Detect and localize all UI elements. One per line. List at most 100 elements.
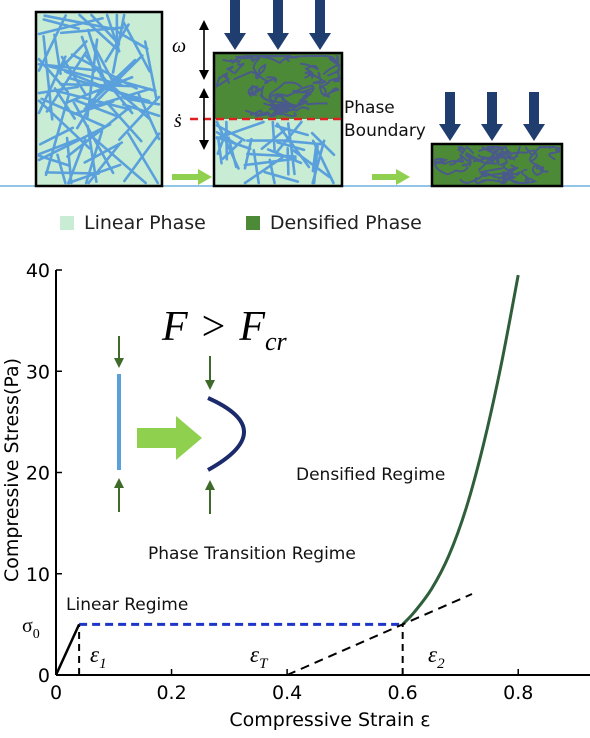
- densified-box-outline: [430, 142, 564, 188]
- force-arrows-straight: [114, 336, 124, 512]
- dense-fiber: [248, 84, 280, 111]
- legend-item-linear: Linear Phase: [60, 212, 206, 234]
- dense-fiber: [478, 146, 503, 154]
- dense-fiber: [548, 146, 560, 161]
- sdot-dimension: [199, 88, 209, 150]
- dense-fiber: [524, 145, 556, 158]
- legend-item-densified: Densified Phase: [245, 212, 422, 234]
- densified-regime-label: Densified Regime: [296, 465, 445, 485]
- dense-fiber: [306, 71, 328, 85]
- fiber: [268, 158, 276, 185]
- dense-fiber: [292, 84, 328, 106]
- phase-boundary-label-line1: Phase: [344, 98, 395, 118]
- dense-fiber: [268, 93, 285, 117]
- down-arrow-icon: [205, 380, 215, 390]
- fiber: [53, 87, 77, 120]
- dense-fiber: [481, 146, 511, 172]
- omega-label: ω: [172, 35, 186, 57]
- x-tick-label: 0: [50, 682, 62, 704]
- x-tick-label: 0.4: [272, 682, 302, 704]
- epsilonT-subscript: T: [259, 656, 269, 672]
- sigma0-label: σ0: [22, 615, 40, 642]
- dense-fiber: [529, 152, 549, 177]
- epsilonT-label: εT: [250, 642, 269, 672]
- dense-fiber: [251, 55, 292, 63]
- fiber: [217, 139, 223, 165]
- fiber: [127, 132, 160, 185]
- fiber: [83, 87, 152, 110]
- y-tick-label: 40: [26, 260, 50, 282]
- fiber: [87, 142, 122, 185]
- fiber: [37, 99, 91, 150]
- mixed-box-outline: [212, 51, 344, 188]
- epsilon2-label: ε2: [428, 642, 445, 672]
- series-group: [54, 274, 520, 676]
- y-tick-label: 20: [26, 463, 50, 485]
- fiber: [118, 95, 161, 141]
- dense-fiber: [270, 99, 309, 117]
- fiber: [221, 139, 243, 160]
- fiber: [311, 139, 326, 185]
- fiber: [56, 153, 67, 185]
- fiber: [74, 99, 122, 119]
- down-arrow-icon: [523, 92, 545, 141]
- fiber: [37, 154, 71, 167]
- down-arrow-icon: [481, 92, 503, 141]
- down-arrow-icon: [267, 0, 289, 50]
- epsilon2-symbol: ε: [428, 642, 438, 667]
- dense-fiber: [319, 69, 342, 88]
- mixed-fibers: [215, 120, 336, 185]
- legend: Linear Phase Densified Phase: [60, 210, 462, 236]
- omega-dimension: [199, 20, 209, 80]
- fiber: [110, 77, 157, 93]
- fiber: [104, 23, 130, 63]
- fiber: [122, 21, 151, 73]
- fiber: [43, 14, 117, 31]
- dense-fiber: [472, 149, 516, 167]
- fiber: [283, 139, 325, 146]
- critical-force-symbol: F: [238, 304, 265, 350]
- epsilon1-label: ε1: [90, 642, 107, 672]
- y-tick-label: 10: [26, 564, 50, 586]
- buckled-fiber: [207, 396, 246, 472]
- fiber: [99, 74, 152, 121]
- compression-arrows: [439, 92, 545, 141]
- fiber: [243, 157, 297, 167]
- fiber: [290, 148, 331, 179]
- fiber: [311, 145, 318, 173]
- up-arrow-icon: [205, 480, 215, 490]
- fiber: [286, 147, 290, 176]
- fiber: [91, 41, 116, 85]
- fiber: [40, 97, 107, 129]
- dense-fiber: [433, 157, 469, 176]
- fiber: [215, 136, 252, 151]
- fiber: [45, 50, 88, 113]
- y-ticks: 0 10 20 30 40: [26, 260, 62, 687]
- dense-fiber: [457, 146, 474, 155]
- fiber: [78, 13, 119, 51]
- x-ticks: 0 0.2 0.4 0.6 0.8: [50, 669, 533, 704]
- green-arrow-icon: [372, 169, 410, 185]
- fiber: [252, 148, 261, 185]
- fiber: [67, 137, 87, 185]
- down-arrow-icon: [309, 0, 331, 50]
- fiber: [89, 54, 144, 109]
- fiber: [73, 100, 115, 116]
- up-arrow-icon: [114, 478, 124, 488]
- legend-swatch-densified: [245, 216, 260, 230]
- fiber: [37, 85, 79, 95]
- down-arrow-icon: [224, 0, 246, 50]
- dense-fiber: [252, 57, 278, 85]
- legend-swatch-linear: [60, 216, 74, 230]
- dense-fiber: [433, 153, 465, 166]
- series-densified: [401, 274, 520, 626]
- y-axis-label: Compressive Stress(Pa): [1, 358, 23, 582]
- down-arrow-icon: [439, 92, 461, 141]
- transform-arrow-icon: [137, 416, 202, 460]
- dense-tangle: [215, 54, 342, 118]
- transition-regime-label: Phase Transition Regime: [148, 544, 356, 564]
- fiber: [42, 18, 80, 30]
- dense-fiber: [222, 58, 245, 75]
